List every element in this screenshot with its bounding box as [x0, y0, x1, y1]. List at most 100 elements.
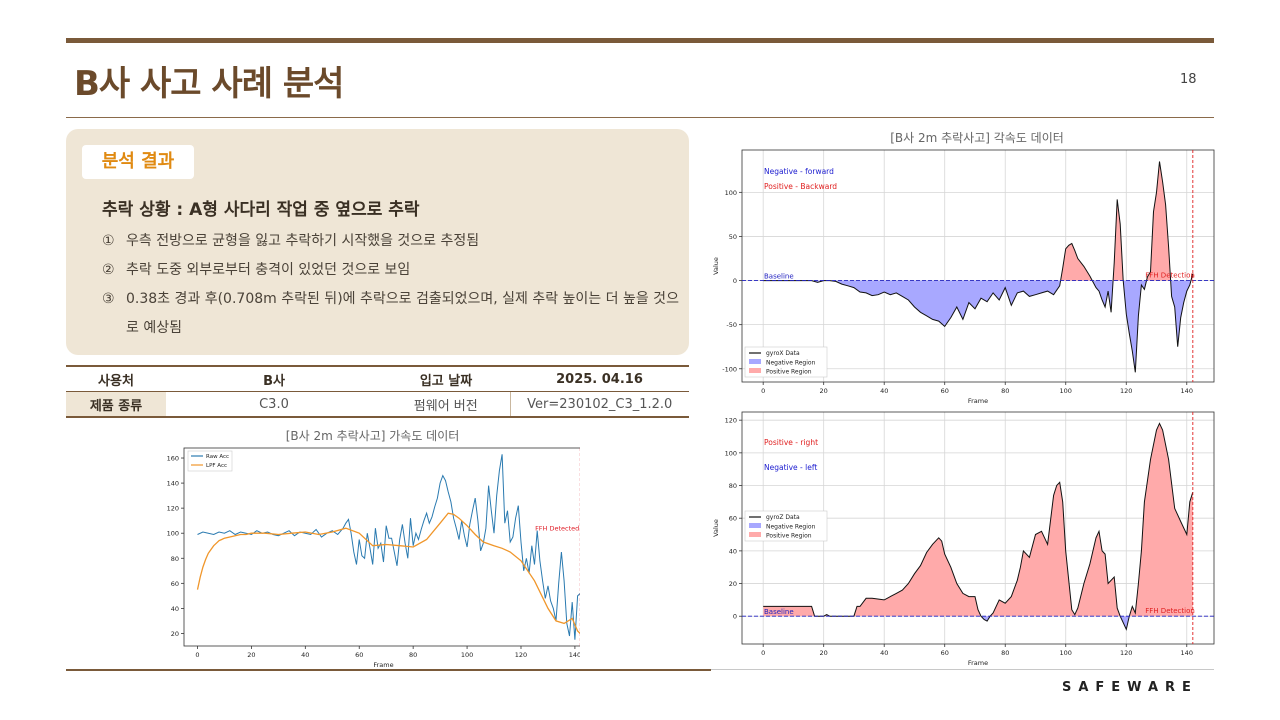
- x-tick-label: 100: [1060, 387, 1072, 395]
- legend-label: gyroX Data: [766, 350, 800, 357]
- x-axis-label: Frame: [968, 659, 988, 667]
- x-tick-label: 40: [880, 387, 888, 395]
- finding-marker: ③: [102, 291, 115, 307]
- y-tick-label: 100: [167, 530, 179, 538]
- x-tick-label: 80: [409, 651, 417, 659]
- y-tick-label: 120: [167, 505, 179, 513]
- detection-label: FFH Detection: [1145, 272, 1195, 280]
- annotation-label: Negative - forward: [764, 167, 834, 176]
- finding-marker: ①: [102, 233, 115, 249]
- table-cell: 2025. 04.16: [510, 365, 689, 392]
- y-axis-label: Value: [160, 538, 162, 556]
- x-tick-label: 0: [761, 649, 765, 657]
- page-title: B사 사고 사례 분석: [74, 64, 344, 104]
- baseline-label: Baseline: [764, 273, 794, 281]
- gyro-chart-title: [B사 2m 추락사고] 각속도 데이터: [890, 131, 1064, 145]
- table-row: 사용처 B사 입고 날짜 2025. 04.16: [66, 365, 689, 392]
- y-tick-label: 140: [167, 480, 179, 488]
- finding-text: 우측 전방으로 균형을 잃고 추락하기 시작했을 것으로 추정됨: [126, 233, 480, 249]
- top-rule: [66, 38, 1214, 43]
- legend-label: gyroZ Data: [766, 514, 800, 521]
- legend-label: LPF Acc: [206, 463, 227, 469]
- x-tick-label: 0: [195, 651, 199, 659]
- y-tick-label: -50: [726, 321, 737, 329]
- table-cell: 입고 날짜: [382, 365, 510, 392]
- x-tick-label: 20: [820, 649, 828, 657]
- plot-frame: [741, 149, 1215, 383]
- x-tick-label: 40: [880, 649, 888, 657]
- gyro-line: [763, 422, 1194, 631]
- y-tick-label: 40: [729, 547, 737, 555]
- x-tick-label: 20: [820, 387, 828, 395]
- table-cell: B사: [166, 365, 382, 392]
- analysis-badge: 분석 결과: [82, 145, 194, 179]
- finding-marker: ②: [102, 262, 115, 278]
- y-tick-label: 60: [729, 515, 737, 523]
- y-tick-label: 40: [171, 605, 179, 613]
- gyro-line: [763, 161, 1194, 373]
- x-tick-label: 140: [1181, 387, 1193, 395]
- negative-region: [981, 616, 1130, 630]
- finding-text: 0.38초 경과 후(0.708m 추락된 뒤)에 추락으로 검출되었으며, 실…: [126, 291, 679, 336]
- y-tick-label: 20: [729, 580, 737, 588]
- acc-chart-title: [B사 2m 추락사고] 가속도 데이터: [285, 429, 460, 443]
- legend-swatch: [749, 368, 761, 373]
- annotation-label: Positive - right: [764, 438, 818, 447]
- y-axis-label: Value: [712, 519, 720, 537]
- brand-logo: SAFEWARE: [1062, 680, 1198, 695]
- raw-acc-line: [197, 454, 580, 640]
- y-tick-label: -100: [722, 365, 737, 373]
- plot-frame: [183, 447, 580, 647]
- finding-item: ① 우측 전방으로 균형을 잃고 추락하기 시작했을 것으로 추정됨: [102, 227, 682, 256]
- x-tick-label: 60: [941, 649, 949, 657]
- bottom-rule-right: [711, 669, 1214, 670]
- acceleration-chart: 0 20 40 60 80 100 120 140 20 40 60 80 100 120 140 160 Fr…: [160, 447, 580, 668]
- x-tick-label: 120: [1120, 387, 1132, 395]
- x-tick-label: 0: [761, 387, 765, 395]
- table-cell: Ver=230102_C3_1.2.0: [509, 391, 689, 418]
- y-tick-label: 120: [725, 417, 737, 425]
- table-cell: C3.0: [166, 391, 382, 418]
- table-cell: 제품 종류: [66, 391, 166, 418]
- annotation-label: Positive - Backward: [764, 182, 837, 191]
- y-tick-label: 160: [167, 455, 179, 463]
- x-tick-label: 120: [1120, 649, 1132, 657]
- x-tick-label: 60: [941, 387, 949, 395]
- x-tick-label: 100: [1060, 649, 1072, 657]
- annotation-label: Negative - left: [764, 463, 817, 472]
- y-tick-label: 80: [171, 555, 179, 563]
- x-tick-label: 40: [301, 651, 309, 659]
- x-tick-label: 80: [1001, 649, 1009, 657]
- y-tick-label: 50: [729, 233, 737, 241]
- legend-swatch: [749, 532, 761, 537]
- x-axis-label: Frame: [373, 661, 393, 668]
- detection-label: FFH Detection: [1145, 607, 1195, 615]
- legend-label: Positive Region: [766, 369, 812, 376]
- y-tick-label: 0: [733, 613, 737, 621]
- lpf-acc-line: [196, 512, 580, 634]
- positive-region: [1060, 161, 1193, 281]
- analysis-panel: 분석 결과 추락 상황 : A형 사다리 작업 중 옆으로 추락 ① 우측 전방…: [66, 129, 689, 355]
- table-cell: 펌웨어 버전: [382, 391, 510, 418]
- product-info-table: 사용처 B사 입고 날짜 2025. 04.16 제품 종류 C3.0 펌웨어 …: [66, 365, 689, 418]
- x-tick-label: 60: [355, 651, 363, 659]
- y-tick-label: 20: [171, 630, 179, 638]
- x-tick-label: 140: [569, 651, 580, 659]
- title-rule: [66, 117, 1214, 118]
- table-cell: 사용처: [66, 365, 166, 392]
- detection-label: FFH Detected: [535, 525, 579, 533]
- x-tick-label: 120: [515, 651, 527, 659]
- y-tick-label: 80: [729, 482, 737, 490]
- gyro-x-chart: 0 20 40 60 80 100 120 140 -100 -50 0 50 100 Frame Valu…: [712, 149, 1215, 405]
- x-tick-label: 140: [1181, 649, 1193, 657]
- page-number: 18: [1180, 72, 1197, 87]
- positive-region: [763, 423, 1193, 617]
- negative-region: [763, 280, 1193, 373]
- finding-text: 추락 도중 외부로부터 충격이 있었던 것으로 보임: [126, 262, 411, 278]
- finding-item: ② 추락 도중 외부로부터 충격이 있었던 것으로 보임: [102, 256, 682, 285]
- x-tick-label: 100: [461, 651, 473, 659]
- y-tick-label: 100: [725, 449, 737, 457]
- x-axis-label: Frame: [968, 397, 988, 405]
- y-tick-label: 100: [725, 189, 737, 197]
- table-row: 제품 종류 C3.0 펌웨어 버전 Ver=230102_C3_1.2.0: [66, 391, 689, 418]
